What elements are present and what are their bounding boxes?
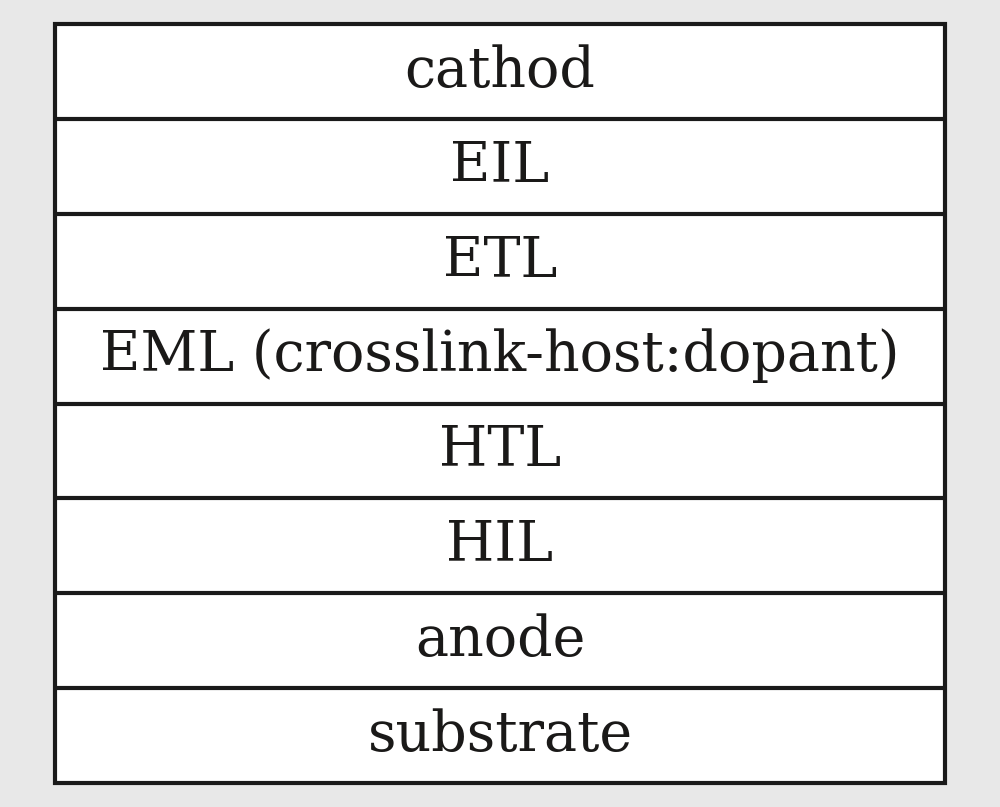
Text: anode: anode <box>415 613 585 668</box>
Text: HIL: HIL <box>446 518 554 573</box>
Text: ETL: ETL <box>443 234 557 289</box>
Bar <box>55 24 945 783</box>
Text: HTL: HTL <box>439 424 561 479</box>
Text: substrate: substrate <box>367 708 633 763</box>
Bar <box>55 24 945 783</box>
Text: EML (crosslink-host:dopant): EML (crosslink-host:dopant) <box>100 328 900 383</box>
Text: EIL: EIL <box>450 139 550 194</box>
Text: cathod: cathod <box>405 44 595 99</box>
